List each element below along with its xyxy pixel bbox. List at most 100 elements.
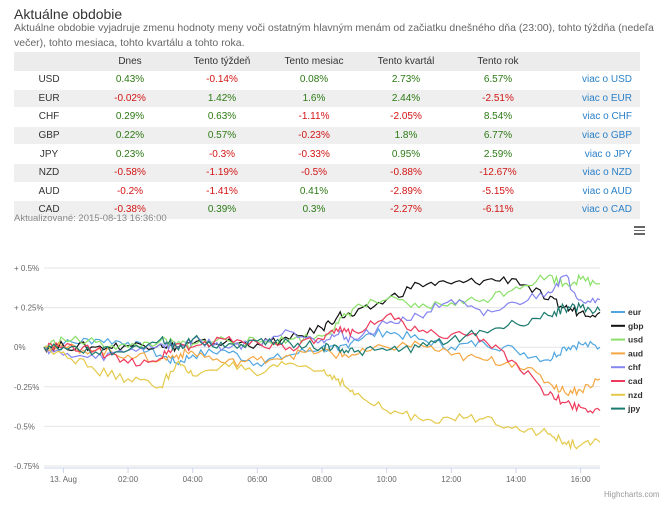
more-about-link[interactable]: viac o GBP — [581, 130, 632, 142]
more-about-link[interactable]: viac o USD — [581, 74, 632, 86]
change-value: 0.63% — [176, 107, 268, 127]
col-header-week: Tento týždeň — [176, 52, 268, 71]
col-header-quarter: Tento kvartál — [360, 52, 452, 71]
change-value: -1.41% — [176, 182, 268, 202]
legend-item-nzd[interactable]: nzd — [628, 390, 643, 400]
table-row: NZD -0.58% -1.19% -0.5% -0.88% -12.67% viac o … — [14, 163, 640, 183]
change-value: -2.27% — [360, 200, 452, 220]
y-tick-label: -0.75% — [14, 462, 39, 471]
change-value: 8.54% — [452, 107, 544, 127]
x-tick-label: 08:00 — [312, 475, 333, 484]
change-value: 0.22% — [84, 126, 176, 146]
more-about-link[interactable]: viac o AUD — [582, 185, 632, 197]
page-title: Aktuálne obdobie — [14, 6, 123, 22]
change-value: -0.02% — [84, 89, 176, 109]
x-tick-label: 06:00 — [247, 475, 268, 484]
link-cell: viac o CAD — [544, 200, 640, 220]
change-value: -2.51% — [452, 89, 544, 109]
series-line-gbp[interactable] — [43, 276, 601, 353]
table-row: USD 0.43% -0.14% 0.08% 2.73% 6.57% viac o USD — [14, 71, 640, 90]
more-about-link[interactable]: viac o JPY — [584, 148, 632, 160]
last-updated: Aktualizované: 2015-08-13 16:36:00 — [14, 213, 167, 224]
change-value: -0.3% — [176, 144, 268, 164]
series-line-aud[interactable] — [43, 340, 601, 397]
change-value: 0.41% — [268, 182, 360, 202]
change-value: -0.33% — [268, 144, 360, 164]
x-tick-label: 14:00 — [506, 475, 527, 484]
link-cell: viac o CHF — [544, 107, 640, 127]
change-value: -0.38% — [84, 200, 176, 220]
link-cell: viac o NZD — [544, 163, 640, 183]
series-line-jpy[interactable] — [43, 301, 601, 357]
legend-item-usd[interactable]: usd — [628, 335, 643, 345]
more-about-link[interactable]: viac o NZD — [582, 167, 632, 179]
change-value: 0.08% — [268, 71, 360, 90]
change-value: 6.57% — [452, 71, 544, 90]
legend-item-eur[interactable]: eur — [628, 307, 642, 317]
col-header-month: Tento mesiac — [268, 52, 360, 71]
change-value: 2.73% — [360, 71, 452, 90]
x-tick-label: 16:00 — [571, 475, 592, 484]
change-value: 2.59% — [452, 144, 544, 164]
x-tick-label: 02:00 — [118, 475, 139, 484]
change-value: 0.3% — [268, 200, 360, 220]
table-row: EUR -0.02% 1.42% 1.6% 2.44% -2.51% viac o EUR — [14, 89, 640, 109]
change-value: -2.89% — [360, 182, 452, 202]
change-value: 0.39% — [176, 200, 268, 220]
highcharts-credits[interactable]: Highcharts.com — [604, 490, 660, 499]
link-cell: viac o JPY — [544, 144, 640, 164]
table-row: CHF 0.29% 0.63% -1.11% -2.05% 8.54% viac o CHF — [14, 107, 640, 127]
x-tick-label: 12:00 — [441, 475, 462, 484]
y-tick-label: -0.25% — [14, 383, 39, 392]
table-row: GBP 0.22% 0.57% -0.23% 1.8% 6.77% viac o GBP — [14, 126, 640, 146]
currency-code: JPY — [14, 144, 84, 164]
table-row: AUD -0.2% -1.41% 0.41% -2.89% -5.15% viac o AU… — [14, 182, 640, 202]
legend-item-chf[interactable]: chf — [628, 362, 641, 372]
x-tick-label: 13. Aug — [50, 475, 77, 484]
more-about-link[interactable]: viac o EUR — [581, 92, 632, 104]
currency-code: CAD — [14, 200, 84, 220]
legend-item-gbp[interactable]: gbp — [628, 321, 644, 331]
change-value: -1.11% — [268, 107, 360, 127]
change-value: 0.95% — [360, 144, 452, 164]
change-value: -0.5% — [268, 163, 360, 183]
series-line-nzd[interactable] — [43, 345, 601, 451]
change-value: 1.42% — [176, 89, 268, 109]
link-cell: viac o AUD — [544, 182, 640, 202]
legend-item-jpy[interactable]: jpy — [627, 404, 641, 414]
series-line-chf[interactable] — [43, 274, 601, 362]
col-header-currency — [14, 52, 84, 71]
link-cell: viac o GBP — [544, 126, 640, 146]
table-header-row: Dnes Tento týždeň Tento mesiac Tento kva… — [14, 52, 640, 71]
currency-chart: + 0.5% + 0.25% 0% -0.25% -0.5% -0.75% 13. Aug… — [14, 264, 644, 484]
x-tick-label: 10:00 — [377, 475, 398, 484]
change-value: -0.14% — [176, 71, 268, 90]
legend-item-aud[interactable]: aud — [628, 348, 643, 358]
change-value: 0.29% — [84, 107, 176, 127]
col-header-link — [544, 52, 640, 71]
more-about-link[interactable]: viac o CAD — [581, 204, 632, 216]
table-row: JPY 0.23% -0.3% -0.33% 0.95% 2.59% viac o JPY — [14, 144, 640, 164]
change-value: -2.05% — [360, 107, 452, 127]
change-value: 2.44% — [360, 89, 452, 109]
link-cell: viac o USD — [544, 71, 640, 90]
currency-code: USD — [14, 71, 84, 90]
legend-item-cad[interactable]: cad — [628, 376, 643, 386]
col-header-today: Dnes — [84, 52, 176, 71]
change-value: -5.15% — [452, 182, 544, 202]
change-value: -0.58% — [84, 163, 176, 183]
currency-code: CHF — [14, 107, 84, 127]
currency-table: Dnes Tento týždeň Tento mesiac Tento kva… — [14, 52, 640, 220]
col-header-year: Tento rok — [452, 52, 544, 71]
currency-code: GBP — [14, 126, 84, 146]
change-value: -1.19% — [176, 163, 268, 183]
change-value: 6.77% — [452, 126, 544, 146]
y-tick-label: + 0.5% — [14, 264, 39, 273]
change-value: 0.43% — [84, 71, 176, 90]
chart-menu-icon[interactable] — [634, 226, 645, 236]
y-tick-label: -0.5% — [14, 422, 35, 431]
more-about-link[interactable]: viac o CHF — [582, 111, 632, 123]
change-value: -6.11% — [452, 200, 544, 220]
series-line-usd[interactable] — [43, 273, 601, 351]
series-line-cad[interactable] — [43, 312, 601, 414]
